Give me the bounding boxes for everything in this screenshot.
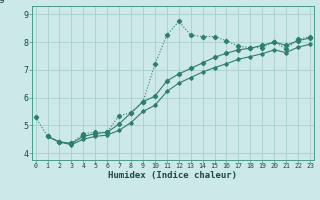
Text: g: g	[0, 0, 4, 3]
X-axis label: Humidex (Indice chaleur): Humidex (Indice chaleur)	[108, 171, 237, 180]
